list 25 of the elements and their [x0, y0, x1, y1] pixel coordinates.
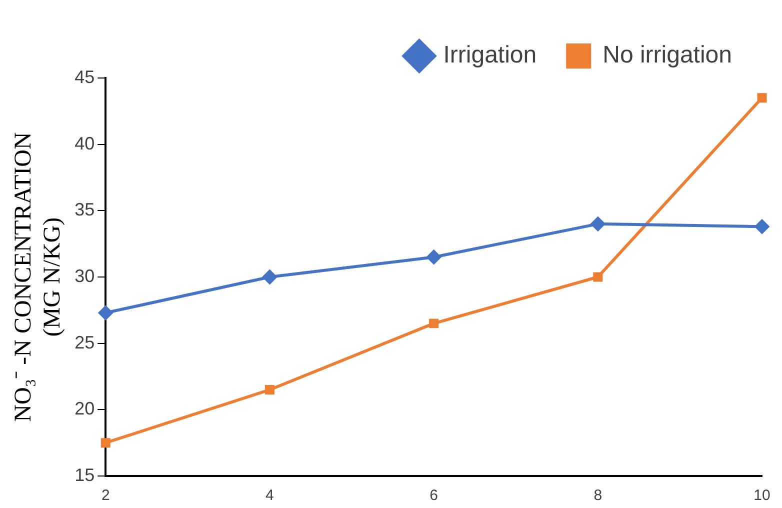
y-axis-title: NO₃⁻ -N CONCENTRATION (MG N/KG): [10, 132, 66, 422]
point: [590, 216, 606, 232]
point: [100, 438, 110, 448]
y-tick-label: 30: [74, 266, 95, 286]
point: [757, 93, 767, 103]
x-tick-label: 10: [754, 487, 770, 504]
point: [98, 305, 114, 320]
point: [264, 385, 274, 395]
x-tick-label: 2: [101, 487, 110, 504]
y-tick-label: 15: [74, 464, 95, 485]
point: [262, 270, 278, 284]
point: [593, 272, 603, 282]
y-tick-label: 25: [74, 332, 95, 352]
y-tick-label: 45: [74, 66, 95, 87]
legend-label: No irrigation: [602, 42, 732, 69]
y-tick-label: 40: [74, 133, 95, 154]
y-tick-label: 20: [74, 398, 95, 419]
point: [426, 250, 442, 265]
point: [754, 219, 770, 234]
x-tick-label: 8: [594, 487, 602, 504]
y-tick-label: 35: [74, 200, 95, 220]
x-tick-label: 4: [266, 487, 274, 504]
legend-label: Irrigation: [443, 42, 537, 69]
point: [429, 318, 439, 328]
x-tick-label: 6: [430, 487, 438, 504]
